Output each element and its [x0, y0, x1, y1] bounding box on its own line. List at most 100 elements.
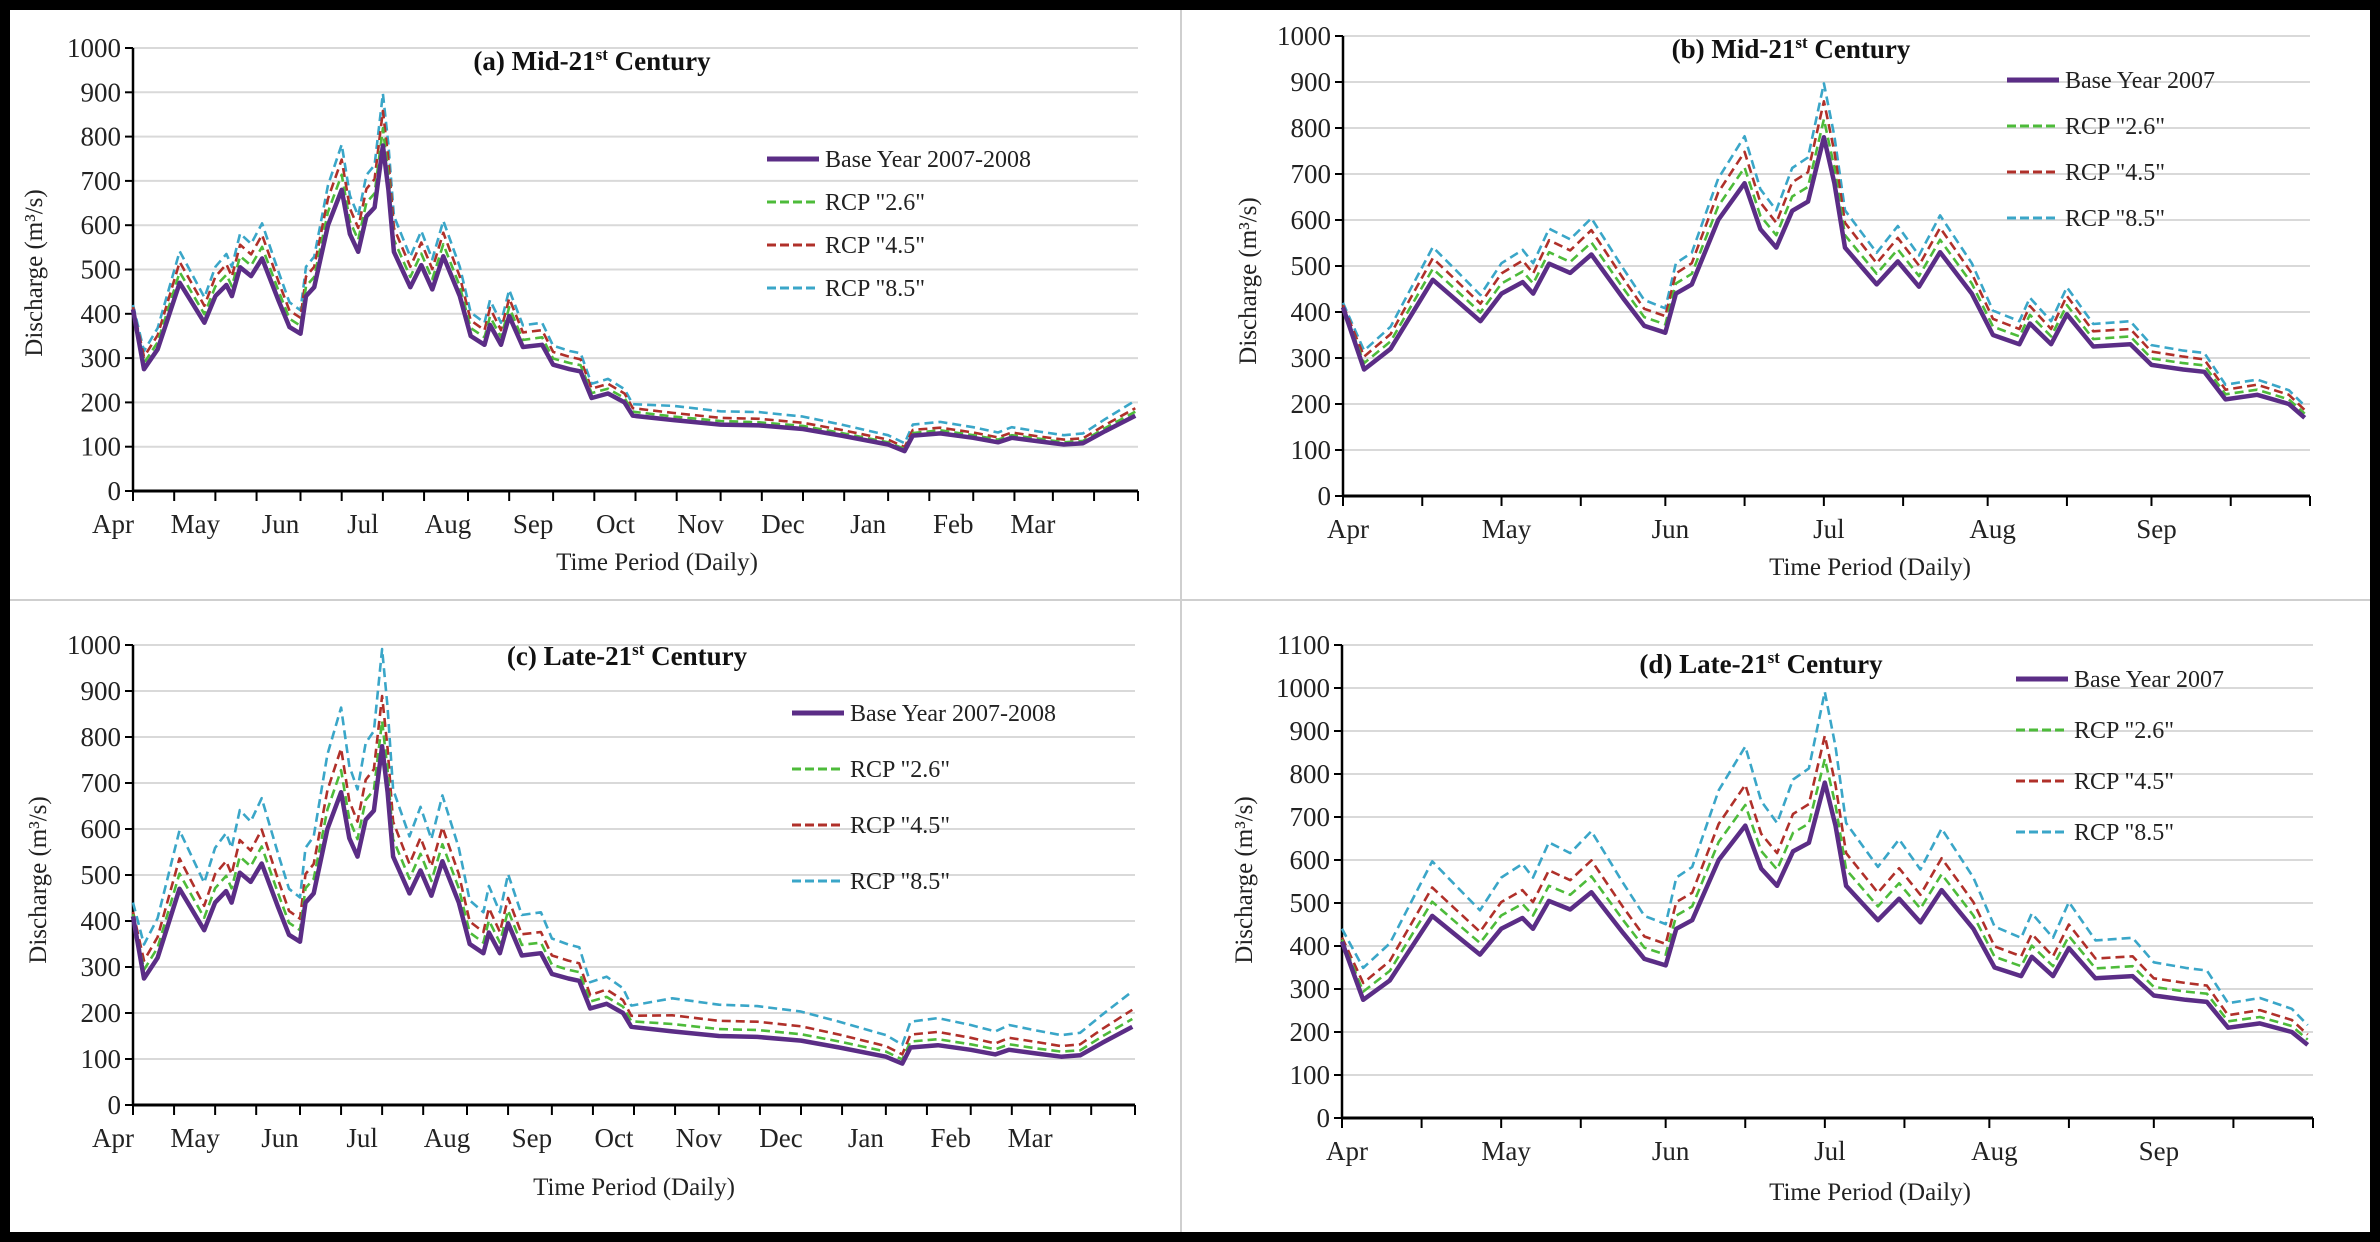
chart-title-suffix: Century [644, 641, 747, 671]
chart-title-main: (d) Late-21 [1639, 649, 1767, 679]
chart-panel-d: 0 100 200 300 400 500 600 700 800 900 1000 1100 Apr M… [1231, 630, 2314, 1206]
x-tick-label: Nov [676, 1123, 723, 1153]
legend-label: RCP "8.5" [2065, 206, 2165, 232]
series-line-rcp-2 [131, 694, 1134, 1056]
x-axis-title: Time Period (Daily) [1769, 554, 1971, 581]
y-tick-label: 900 [1291, 67, 1332, 97]
y-tick-label: 700 [1291, 159, 1332, 189]
chart-title-superscript: st [1795, 33, 1808, 52]
y-axis-title: Discharge (m³/s) [21, 189, 48, 356]
y-tick-label: 0 [108, 476, 122, 506]
x-tick-label: Jun [1652, 514, 1690, 544]
x-tick-label: Feb [930, 1123, 971, 1153]
legend-label: RCP "8.5" [850, 869, 950, 895]
chart-title-suffix: Century [608, 46, 711, 76]
y-tick-label: 400 [1290, 931, 1331, 961]
y-tick-label: 500 [81, 860, 122, 890]
x-tick-label: Feb [933, 509, 974, 539]
legend-label: RCP "2.6" [850, 757, 950, 783]
chart-title: (d) Late-21st Century [1639, 648, 1883, 679]
legend-label: RCP "4.5" [2065, 160, 2165, 186]
legend-label: Base Year 2007 [2065, 68, 2215, 94]
y-tick-label: 200 [81, 387, 122, 417]
series-line-base [1340, 134, 2307, 420]
x-tick-label: Mar [1008, 1123, 1053, 1153]
legend-label: RCP "2.6" [2074, 718, 2174, 744]
y-tick-label: 400 [1291, 297, 1332, 327]
y-tick-label: 300 [1291, 343, 1332, 373]
x-tick-label: Sep [2136, 514, 2177, 544]
series-line-rcp-1 [1341, 118, 2306, 415]
y-tick-label: 1100 [1277, 630, 1330, 660]
x-tick-label: Apr [92, 509, 134, 539]
series-line-rcp-1 [131, 719, 1133, 1061]
x-tick-label: Nov [677, 509, 724, 539]
x-tick-label: Apr [1327, 514, 1369, 544]
y-tick-label: 100 [81, 432, 122, 462]
chart-title: (c) Late-21st Century [507, 640, 748, 671]
legend-label: RCP "4.5" [2074, 769, 2174, 795]
x-tick-label: Jun [1652, 1136, 1690, 1166]
y-tick-label: 500 [1291, 251, 1332, 281]
y-tick-label: 400 [81, 299, 122, 329]
y-tick-label: 600 [81, 814, 122, 844]
y-tick-label: 700 [81, 768, 122, 798]
chart-title-suffix: Century [1808, 34, 1911, 64]
y-tick-label: 1000 [67, 630, 121, 660]
chart-title-main: (c) Late-21 [507, 641, 632, 671]
x-tick-label: Aug [1969, 514, 2016, 544]
chart-title-suffix: Century [1780, 649, 1883, 679]
x-tick-label: Jul [346, 1123, 378, 1153]
legend: Base Year 2007-2008 RCP "2.6" RCP "4.5" RCP… [767, 147, 1031, 302]
y-tick-label: 800 [81, 122, 122, 152]
y-tick-label: 800 [81, 722, 122, 752]
y-tick-label: 900 [1290, 716, 1331, 746]
legend-label: Base Year 2007-2008 [825, 147, 1031, 173]
x-tick-label: May [1481, 1136, 1531, 1166]
legend: Base Year 2007-2008 RCP "2.6" RCP "4.5" RCP… [792, 701, 1056, 895]
y-tick-label: 600 [1291, 205, 1332, 235]
x-tick-label: Oct [595, 1123, 634, 1153]
y-tick-label: 800 [1290, 759, 1331, 789]
series-line-rcp-2 [1340, 734, 2309, 1036]
y-tick-label: 800 [1291, 113, 1332, 143]
series-line-base [1339, 780, 2310, 1047]
legend-label: RCP "4.5" [825, 233, 925, 259]
series-line-rcp-3 [1340, 690, 2309, 1027]
series-line-rcp-1 [1340, 757, 2309, 1041]
x-axis-title: Time Period (Daily) [533, 1174, 735, 1201]
y-tick-label: 700 [81, 166, 122, 196]
x-tick-label: Aug [425, 509, 472, 539]
legend-label: Base Year 2007 [2074, 667, 2224, 693]
x-tick-label: Jul [1813, 514, 1845, 544]
y-tick-label: 300 [81, 952, 122, 982]
y-tick-label: 200 [81, 998, 122, 1028]
x-tick-label: Dec [761, 509, 804, 539]
y-tick-label: 1000 [67, 33, 121, 63]
y-tick-label: 1000 [1276, 673, 1330, 703]
y-axis-title: Discharge (m³/s) [1231, 796, 1258, 963]
y-tick-label: 100 [1290, 1060, 1331, 1090]
y-tick-label: 0 [1318, 481, 1332, 511]
y-axis-title: Discharge (m³/s) [1235, 197, 1262, 364]
x-tick-label: Sep [512, 1123, 553, 1153]
legend-label: RCP "8.5" [2074, 820, 2174, 846]
legend-label: Base Year 2007-2008 [850, 701, 1056, 727]
series-line-base [130, 143, 1137, 454]
chart-title: (a) Mid-21st Century [473, 45, 711, 76]
y-tick-label: 400 [81, 906, 122, 936]
x-tick-label: Jan [848, 1123, 884, 1153]
chart-title: (b) Mid-21st Century [1672, 33, 1911, 64]
y-tick-label: 500 [1290, 888, 1331, 918]
y-tick-label: 900 [81, 77, 122, 107]
x-tick-label: Dec [759, 1123, 802, 1153]
y-tick-label: 300 [81, 343, 122, 373]
y-tick-label: 1000 [1277, 21, 1331, 51]
chart-panel-a: 0 100 200 300 400 500 600 700 800 900 1000 Apr May Ju… [21, 33, 1139, 576]
x-tick-label: Apr [1326, 1136, 1368, 1166]
series-line-rcp-2 [1341, 100, 2306, 411]
series-line-rcp-2 [131, 109, 1136, 449]
series-line-rcp-3 [131, 647, 1134, 1046]
